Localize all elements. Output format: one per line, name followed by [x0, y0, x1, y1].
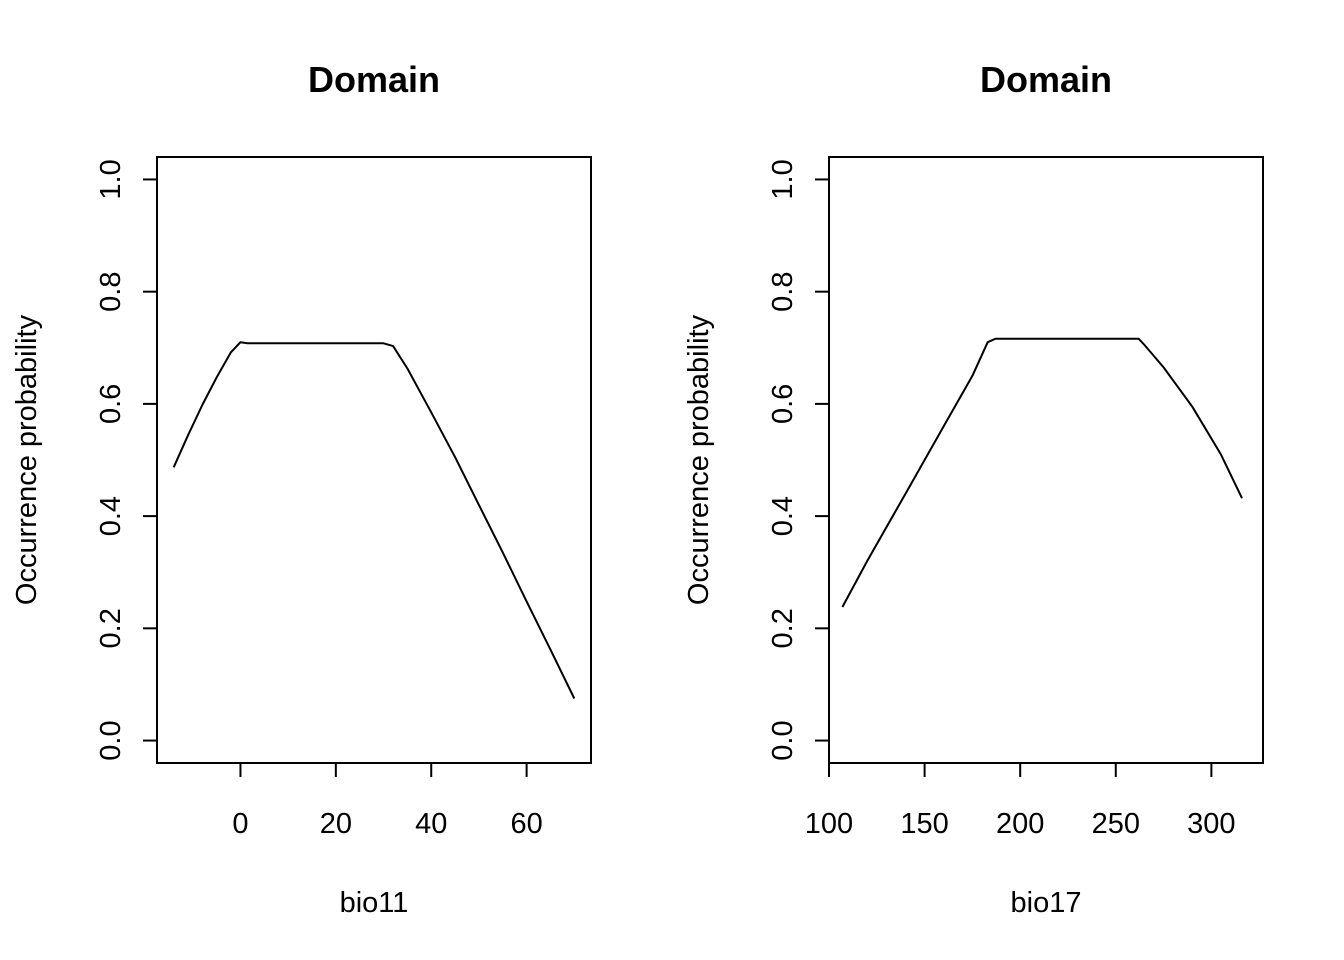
- chart-title: Domain: [308, 59, 440, 100]
- y-tick-label: 0.0: [767, 720, 799, 760]
- x-tick-label: 40: [415, 808, 447, 840]
- y-tick-label: 0.2: [767, 608, 799, 648]
- y-axis-label: Occurrence probability: [683, 314, 715, 605]
- response-curve-line: [841, 337, 1243, 608]
- y-tick-label: 1.0: [767, 159, 799, 199]
- y-tick-label: 0.6: [95, 384, 127, 424]
- y-tick-label: 0.2: [95, 608, 127, 648]
- plot-frame: [156, 156, 592, 764]
- x-axis-label: bio11: [340, 887, 409, 919]
- x-tick-label: 100: [805, 808, 853, 840]
- y-axis-label: Occurrence probability: [11, 314, 43, 605]
- y-tick-label: 0.0: [95, 720, 127, 760]
- x-tick-label: 300: [1187, 808, 1235, 840]
- x-tick-label: 20: [320, 808, 352, 840]
- chart-title: Domain: [980, 59, 1112, 100]
- response-curve-line: [172, 341, 576, 699]
- chart-panel-bio11: Domain 0.0 0.2 0.4 0.6 0.8 1.0 0 20 40 60 bio11 Occu…: [11, 59, 592, 919]
- y-tick-label: 0.4: [767, 496, 799, 536]
- y-tick-label: 0.4: [95, 496, 127, 536]
- x-tick-label: 150: [900, 808, 948, 840]
- x-tick-label: 60: [510, 808, 542, 840]
- y-tick-label: 0.8: [767, 272, 799, 312]
- x-tick-label: 200: [996, 808, 1044, 840]
- plot-frame: [828, 156, 1264, 764]
- chart-panel-bio17: Domain 0.0 0.2 0.4 0.6 0.8 1.0 100 150 200 250 300 b…: [683, 59, 1264, 919]
- x-tick-label: 0: [232, 808, 248, 840]
- y-tick-label: 0.6: [767, 384, 799, 424]
- y-tick-label: 0.8: [95, 272, 127, 312]
- x-tick-label: 250: [1092, 808, 1140, 840]
- x-axis-label: bio17: [1011, 887, 1082, 919]
- y-tick-label: 1.0: [95, 159, 127, 199]
